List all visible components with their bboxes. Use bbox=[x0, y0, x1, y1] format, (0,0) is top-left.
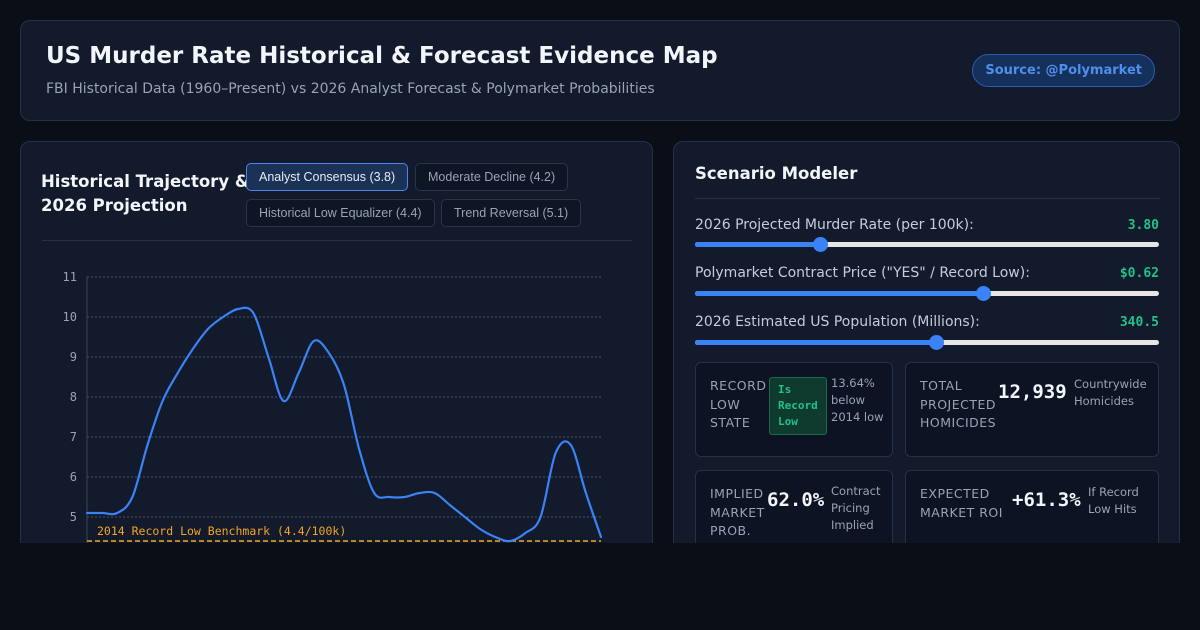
scenario-analyst-consensus-button[interactable]: Analyst Consensus (3.8) bbox=[246, 163, 409, 191]
contract-price-slider-thumb[interactable] bbox=[975, 286, 991, 301]
murder-rate-slider[interactable] bbox=[695, 237, 1159, 252]
benchmark-label: 2014 Record Low Benchmark (4.4/100k) bbox=[97, 524, 346, 538]
population-slider-thumb[interactable] bbox=[929, 335, 945, 350]
contract-price-slider[interactable] bbox=[695, 286, 1159, 301]
murder-rate-slider-value: 3.80 bbox=[1127, 218, 1159, 233]
chart-title: Historical Trajectory & 2026 Projection bbox=[41, 172, 250, 215]
y-tick-label: 6 bbox=[70, 470, 77, 484]
scenario-moderate-decline-button[interactable]: Moderate Decline (4.2) bbox=[415, 163, 569, 191]
series-line bbox=[85, 306, 603, 543]
page-title: US Murder Rate Historical & Forecast Evi… bbox=[46, 43, 718, 69]
murder-rate-slider-fill bbox=[695, 242, 821, 247]
record-low-note: 13.64% below 2014 low bbox=[831, 376, 884, 424]
homicides-card: TOTAL PROJECTED HOMICIDES 12,939 Country… bbox=[905, 362, 1159, 457]
record-low-card: RECORD LOW STATE Is Record Low 13.64% be… bbox=[695, 362, 893, 457]
header: US Murder Rate Historical & Forecast Evi… bbox=[20, 20, 1180, 121]
homicides-value: 12,939 bbox=[998, 381, 1067, 403]
population-slider-label: 2026 Estimated US Population (Millions): bbox=[695, 314, 980, 330]
roi-value: +61.3% bbox=[1012, 489, 1081, 511]
y-tick-label: 11 bbox=[63, 270, 77, 284]
y-tick-label: 7 bbox=[70, 430, 77, 444]
source-badge[interactable]: Source: @Polymarket bbox=[972, 54, 1155, 87]
page-bottom-area bbox=[0, 543, 1200, 630]
record-low-label: RECORD LOW STATE bbox=[710, 378, 767, 430]
chart-divider bbox=[42, 240, 632, 241]
modeler-divider bbox=[695, 198, 1160, 199]
roi-label: EXPECTED MARKET ROI bbox=[920, 486, 1003, 520]
y-tick-label: 5 bbox=[70, 510, 77, 524]
homicides-label: TOTAL PROJECTED HOMICIDES bbox=[920, 378, 997, 430]
y-tick-label: 9 bbox=[70, 350, 77, 364]
record-low-status-badge: Is Record Low bbox=[769, 377, 827, 435]
contract-price-slider-label: Polymarket Contract Price ("YES" / Recor… bbox=[695, 265, 1030, 281]
implied-prob-note: Contract Pricing Implied bbox=[831, 484, 881, 532]
murder-rate-slider-thumb[interactable] bbox=[813, 237, 829, 252]
homicides-note: Countrywide Homicides bbox=[1074, 377, 1147, 408]
scenario-trend-reversal-button[interactable]: Trend Reversal (5.1) bbox=[441, 199, 582, 227]
contract-price-slider-value: $0.62 bbox=[1119, 266, 1159, 281]
murder-rate-slider-label: 2026 Projected Murder Rate (per 100k): bbox=[695, 217, 974, 233]
population-slider-fill bbox=[695, 340, 937, 345]
implied-prob-label: IMPLIED MARKET PROB. bbox=[710, 486, 765, 538]
murder-rate-chart: 11 10 9 8 7 6 5 2014 Record Low Benchmark (4.4… bbox=[63, 270, 603, 557]
modeler-title: Scenario Modeler bbox=[695, 164, 858, 183]
population-slider-value: 340.5 bbox=[1119, 315, 1159, 330]
roi-note: If Record Low Hits bbox=[1088, 485, 1139, 516]
implied-prob-value: 62.0% bbox=[767, 489, 825, 511]
population-slider[interactable] bbox=[695, 335, 1159, 350]
scenario-historical-low-equalizer-button[interactable]: Historical Low Equalizer (4.4) bbox=[246, 199, 435, 227]
contract-price-slider-fill bbox=[695, 291, 983, 296]
y-tick-label: 10 bbox=[63, 310, 77, 324]
y-tick-label: 8 bbox=[70, 390, 77, 404]
page-subtitle: FBI Historical Data (1960–Present) vs 20… bbox=[46, 81, 655, 97]
